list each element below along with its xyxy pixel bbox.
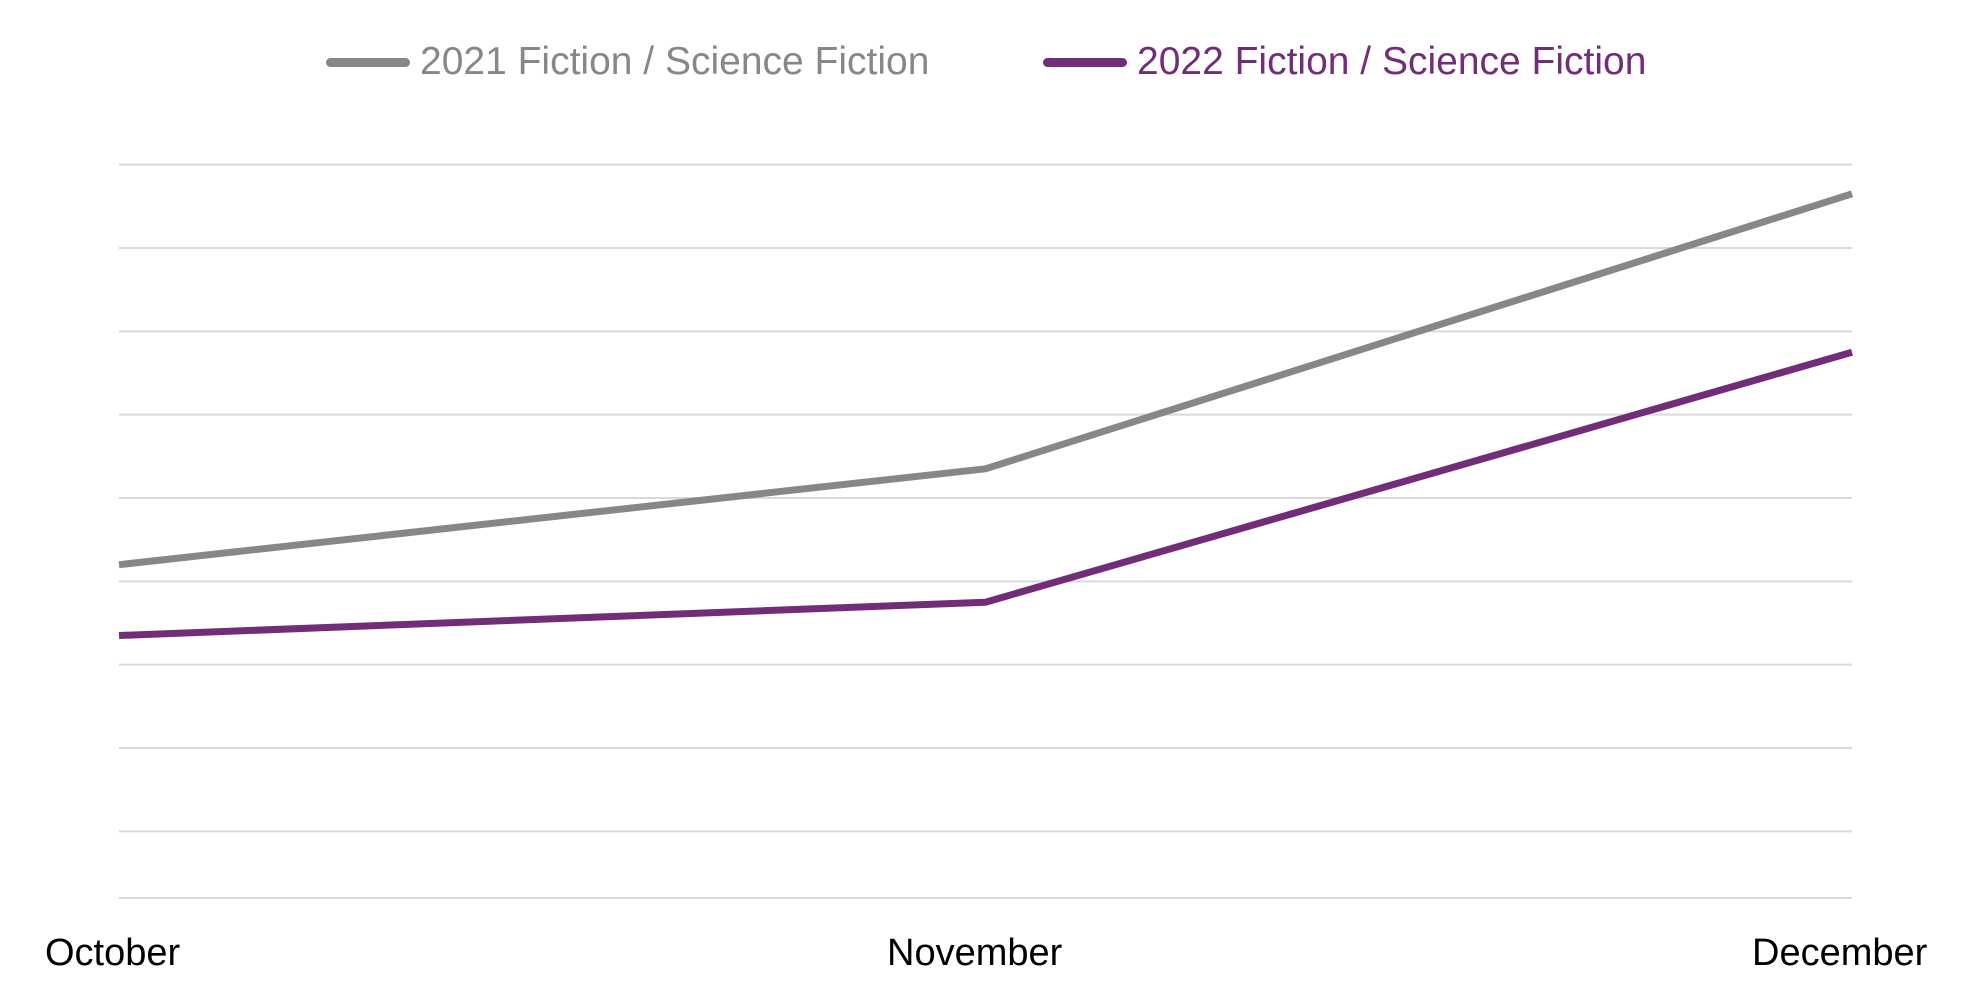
series-line-1 [118, 348, 1853, 639]
x-tick-label-december: December [1752, 932, 1928, 974]
legend-swatch-2022 [1043, 57, 1127, 67]
legend-item-2021: 2021 Fiction / Science Fiction [326, 32, 929, 92]
legend: 2021 Fiction / Science Fiction 2022 Fict… [0, 32, 1974, 92]
x-tick-label-october: October [45, 932, 181, 974]
x-tick-label-november: November [887, 932, 1063, 974]
legend-label-2021: 2021 Fiction / Science Fiction [420, 40, 930, 83]
legend-label-2022: 2022 Fiction / Science Fiction [1137, 40, 1647, 83]
series-line-0 [118, 190, 1854, 569]
gridlines [119, 163, 1852, 899]
legend-swatch-2021 [326, 57, 410, 67]
series-lines [118, 190, 1854, 639]
legend-item-2022: 2022 Fiction / Science Fiction [1043, 32, 1646, 92]
